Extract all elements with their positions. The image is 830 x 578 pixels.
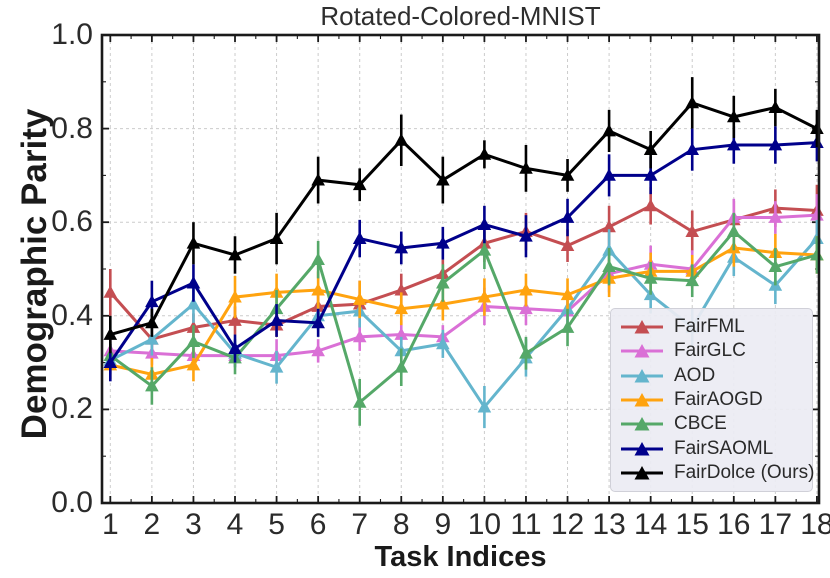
legend-item-fairsaoml: FairSAOML: [619, 436, 804, 460]
x-axis-label: Task Indices: [374, 541, 547, 573]
x-tick-label: 18: [800, 508, 830, 541]
y-tick-label: 0.2: [51, 392, 93, 426]
legend-item-fairaogd: FairAOGD: [619, 388, 804, 412]
legend-label: CBCE: [674, 413, 727, 435]
x-tick-label: 17: [758, 508, 793, 541]
y-tick-label: 0.8: [51, 111, 93, 145]
y-tick-label: 0.4: [51, 298, 93, 332]
x-tick-label: 12: [550, 508, 585, 541]
x-tick-label: 13: [592, 508, 626, 541]
cbce-marker-icon: [621, 417, 663, 431]
y-tick-label: 0.6: [51, 205, 93, 239]
x-tick-label: 7: [351, 508, 369, 541]
legend-item-cbce: CBCE: [619, 412, 804, 436]
legend-item-fairfml: FairFML: [619, 315, 804, 339]
legend: FairFML FairGLC AOD FairAOGD CBCE FairSA…: [610, 308, 814, 492]
x-tick-label: 10: [467, 508, 502, 541]
x-tick-label: 1: [101, 508, 119, 541]
x-tick-label: 5: [268, 508, 285, 541]
fairfml-marker-icon: [621, 320, 663, 334]
legend-label: FairGLC: [674, 340, 746, 362]
fairdolce-marker-icon: [621, 465, 663, 480]
legend-label: FairSAOML: [674, 437, 774, 459]
x-tick-label: 14: [633, 508, 668, 541]
legend-item-fairglc: FairGLC: [619, 339, 804, 363]
legend-label: FairDolce (Ours): [674, 461, 815, 483]
chart-title: Rotated-Colored-MNIST: [320, 1, 601, 31]
fairsaoml-marker-icon: [621, 441, 663, 456]
x-tick-label: 16: [717, 508, 751, 541]
legend-item-fairdolce: FairDolce (Ours): [619, 461, 814, 485]
x-tick-label: 11: [510, 508, 542, 541]
x-tick-label: 4: [226, 508, 244, 541]
x-tick-label: 8: [392, 508, 410, 541]
aod-marker-icon: [621, 368, 663, 383]
fairglc-marker-icon: [621, 344, 663, 358]
y-tick-label: 0.0: [51, 486, 93, 519]
x-tick-label: 2: [143, 508, 161, 541]
x-tick-label: 3: [185, 508, 202, 541]
legend-label: FairFML: [674, 316, 745, 338]
legend-label: FairAOGD: [674, 388, 763, 410]
fairaogd-marker-icon: [621, 392, 663, 407]
legend-item-aod: AOD: [619, 364, 804, 388]
legend-label: AOD: [674, 364, 716, 386]
y-tick-label: 1.0: [51, 18, 93, 51]
x-tick-label: 15: [675, 508, 709, 541]
x-tick-label: 6: [309, 508, 327, 541]
x-tick-label: 9: [434, 508, 452, 541]
